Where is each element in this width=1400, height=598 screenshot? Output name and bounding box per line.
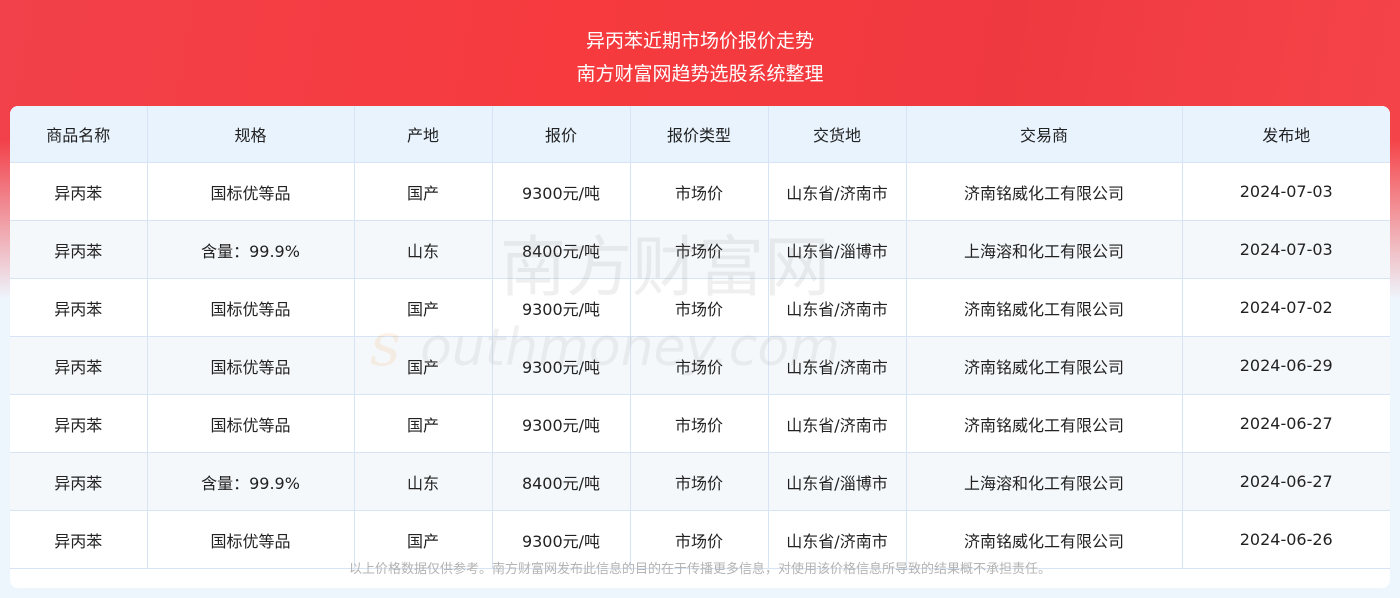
table-cell: 国标优等品 — [147, 336, 355, 395]
table-cell: 2024-07-03 — [1182, 162, 1390, 221]
table-cell: 9300元/吨 — [492, 278, 631, 337]
table-cell: 济南铭威化工有限公司 — [906, 394, 1183, 453]
table-cell: 济南铭威化工有限公司 — [906, 510, 1183, 569]
table-cell: 2024-06-27 — [1182, 452, 1390, 511]
disclaimer: 以上价格数据仅供参考。南方财富网发布此信息的目的在于传播更多信息，对使用该价格信… — [348, 562, 1051, 577]
table-cell: 异丙苯 — [10, 394, 148, 453]
table-header-row: 商品名称 规格 产地 报价 报价类型 交货地 交易商 发布地 — [10, 106, 1390, 163]
table-cell: 山东省/济南市 — [768, 394, 907, 453]
column-header: 发布地 — [1182, 106, 1390, 163]
table-cell: 国产 — [354, 278, 493, 337]
table-cell: 2024-07-03 — [1182, 220, 1390, 279]
table-row: 异丙苯 国标优等品 国产 9300元/吨 市场价 山东省/济南市 济南铭威化工有限公司 202… — [10, 394, 1390, 453]
table-cell: 异丙苯 — [10, 220, 148, 279]
table-row: 异丙苯 国标优等品 国产 9300元/吨 市场价 山东省/济南市 济南铭威化工有限公司 202… — [10, 162, 1390, 221]
table-cell: 2024-06-27 — [1182, 394, 1390, 453]
table-cell: 含量：99.9% — [147, 220, 355, 279]
table-cell: 2024-06-26 — [1182, 510, 1390, 569]
table-cell: 异丙苯 — [10, 452, 148, 511]
table-cell: 9300元/吨 — [492, 510, 631, 569]
column-header: 商品名称 — [10, 106, 148, 163]
table-cell: 市场价 — [630, 510, 769, 569]
column-header: 产地 — [354, 106, 493, 163]
table-cell: 济南铭威化工有限公司 — [906, 162, 1183, 221]
column-header: 报价 — [492, 106, 631, 163]
table-cell: 上海溶和化工有限公司 — [906, 220, 1183, 279]
table-cell: 8400元/吨 — [492, 452, 631, 511]
table-cell: 异丙苯 — [10, 510, 148, 569]
price-table-card: 商品名称 规格 产地 报价 报价类型 交货地 交易商 发布地 异丙苯 国标优等品 国产 9300元/… — [10, 106, 1390, 588]
table-cell: 山东 — [354, 452, 493, 511]
table-cell: 国标优等品 — [147, 278, 355, 337]
table-row: 异丙苯 国标优等品 国产 9300元/吨 市场价 山东省/济南市 济南铭威化工有限公司 202… — [10, 510, 1390, 569]
table-cell: 异丙苯 — [10, 162, 148, 221]
table-cell: 山东省/淄博市 — [768, 452, 907, 511]
table-cell: 9300元/吨 — [492, 394, 631, 453]
page-title: 异丙苯近期市场价报价走势 — [585, 30, 814, 52]
page-subtitle: 南方财富网趋势选股系统整理 — [576, 63, 824, 85]
table-cell: 市场价 — [630, 336, 769, 395]
table-cell: 上海溶和化工有限公司 — [906, 452, 1183, 511]
table-cell: 山东省/济南市 — [768, 336, 907, 395]
price-table: 商品名称 规格 产地 报价 报价类型 交货地 交易商 发布地 异丙苯 国标优等品 国产 9300元/… — [10, 106, 1390, 569]
table-row: 异丙苯 含量：99.9% 山东 8400元/吨 市场价 山东省/淄博市 上海溶和化工有限公司… — [10, 452, 1390, 511]
table-row: 异丙苯 国标优等品 国产 9300元/吨 市场价 山东省/济南市 济南铭威化工有限公司 202… — [10, 278, 1390, 337]
table-cell: 异丙苯 — [10, 278, 148, 337]
table-cell: 国标优等品 — [147, 162, 355, 221]
table-cell: 2024-07-02 — [1182, 278, 1390, 337]
column-header: 报价类型 — [630, 106, 769, 163]
table-cell: 山东省/淄博市 — [768, 220, 907, 279]
table-cell: 山东省/济南市 — [768, 510, 907, 569]
table-cell: 国标优等品 — [147, 394, 355, 453]
table-cell: 山东 — [354, 220, 493, 279]
table-cell: 国产 — [354, 162, 493, 221]
table-cell: 市场价 — [630, 394, 769, 453]
table-cell: 市场价 — [630, 452, 769, 511]
table-cell: 含量：99.9% — [147, 452, 355, 511]
table-cell: 市场价 — [630, 220, 769, 279]
table-row: 异丙苯 国标优等品 国产 9300元/吨 市场价 山东省/济南市 济南铭威化工有限公司 202… — [10, 336, 1390, 395]
table-cell: 山东省/济南市 — [768, 162, 907, 221]
column-header: 规格 — [147, 106, 355, 163]
column-header: 交货地 — [768, 106, 907, 163]
table-cell: 国标优等品 — [147, 510, 355, 569]
column-header: 交易商 — [906, 106, 1183, 163]
table-cell: 市场价 — [630, 162, 769, 221]
table-cell: 市场价 — [630, 278, 769, 337]
table-cell: 山东省/济南市 — [768, 278, 907, 337]
table-row: 异丙苯 含量：99.9% 山东 8400元/吨 市场价 山东省/淄博市 上海溶和化工有限公司… — [10, 220, 1390, 279]
table-cell: 9300元/吨 — [492, 162, 631, 221]
table-cell: 国产 — [354, 510, 493, 569]
table-cell: 8400元/吨 — [492, 220, 631, 279]
table-cell: 2024-06-29 — [1182, 336, 1390, 395]
table-cell: 异丙苯 — [10, 336, 148, 395]
table-cell: 国产 — [354, 394, 493, 453]
table-cell: 国产 — [354, 336, 493, 395]
table-cell: 济南铭威化工有限公司 — [906, 278, 1183, 337]
table-cell: 济南铭威化工有限公司 — [906, 336, 1183, 395]
table-cell: 9300元/吨 — [492, 336, 631, 395]
